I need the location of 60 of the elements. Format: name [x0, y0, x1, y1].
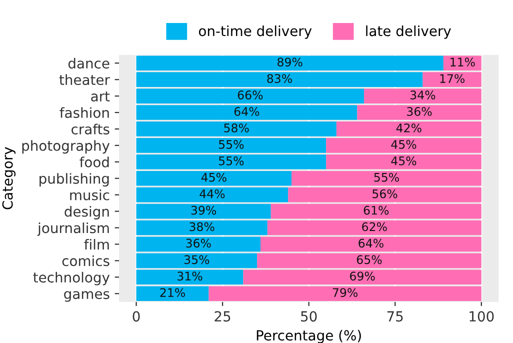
y-tick-label: comics — [62, 255, 110, 266]
y-tick-label: crafts — [72, 124, 110, 134]
x-tick-label: 50 — [301, 311, 317, 322]
bar — [136, 204, 271, 219]
bar — [267, 220, 482, 236]
text: 79% — [332, 288, 358, 298]
text: 36% — [407, 107, 432, 116]
y-tick-label: design — [64, 206, 109, 220]
legend-label: late delivery — [366, 25, 451, 39]
y-axis-title: Category — [2, 147, 16, 210]
text: 45% — [201, 172, 226, 182]
legend-label: on-time delivery — [198, 25, 312, 39]
text: 44% — [200, 189, 225, 198]
text: 55% — [374, 172, 399, 182]
y-tick-label: food — [80, 156, 109, 168]
x-tick-label: 25 — [214, 311, 230, 322]
y-tick-label: fashion — [60, 107, 109, 118]
y-tick-label: publishing — [40, 173, 109, 187]
text: 61% — [364, 206, 389, 215]
y-tick-label: journalism — [37, 222, 109, 236]
text: 56% — [372, 189, 398, 198]
text: 64% — [358, 238, 384, 248]
text: 45% — [391, 156, 416, 166]
y-tick-label: photography — [22, 140, 110, 154]
text: 39% — [191, 206, 216, 215]
text: 69% — [350, 272, 375, 281]
text: 11% — [450, 58, 475, 67]
y-tick-label: dance — [68, 58, 110, 69]
y-tick-label: music — [70, 190, 110, 200]
text: 62% — [362, 222, 387, 232]
text: 65% — [356, 255, 382, 264]
text: 38% — [190, 222, 214, 232]
y-tick-label: games — [64, 291, 110, 302]
text: 66% — [238, 90, 263, 100]
bar — [270, 204, 482, 219]
x-tick-label: 75 — [387, 311, 403, 322]
x-axis-title: Percentage (%) — [256, 330, 361, 343]
text: 21% — [160, 288, 185, 298]
text: 55% — [218, 140, 244, 149]
bar — [260, 236, 482, 252]
y-tick-label: art — [91, 92, 110, 102]
text: 42% — [396, 123, 422, 132]
text: 17% — [440, 74, 465, 83]
text: 31% — [178, 272, 202, 281]
text: 55% — [218, 156, 244, 166]
y-tick-label: film — [84, 238, 109, 250]
text: 83% — [267, 74, 292, 83]
text: 34% — [410, 90, 436, 100]
text: 89% — [278, 58, 302, 67]
text: 58% — [224, 123, 249, 132]
y-tick-label: technology — [33, 272, 110, 286]
text: 64% — [234, 107, 260, 116]
text: 45% — [391, 140, 416, 149]
text: 35% — [184, 255, 210, 264]
x-tick-label: 100 — [470, 311, 494, 322]
y-tick-label: theater — [59, 74, 110, 86]
bar — [136, 220, 268, 236]
bar — [136, 236, 261, 252]
x-tick-label: 0 — [132, 311, 140, 322]
text: 36% — [186, 238, 211, 248]
